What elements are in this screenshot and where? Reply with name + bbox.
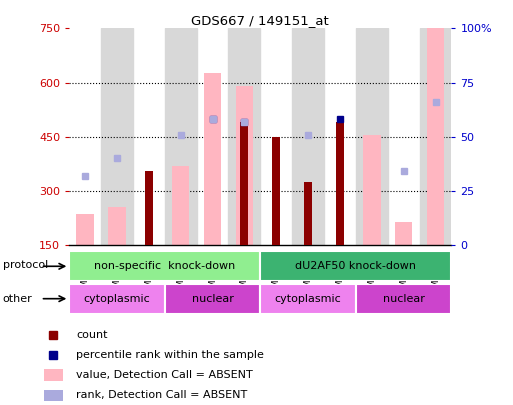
Bar (261, 251, 451, 281)
Text: rank, Detection Call = ABSENT: rank, Detection Call = ABSENT (76, 390, 248, 400)
Bar (69, 251, 261, 281)
Bar (235, 86, 253, 245)
Bar (261, 284, 356, 314)
Bar (395, 222, 412, 245)
Bar (204, 73, 221, 245)
Bar (272, 136, 280, 245)
Title: GDS667 / 149151_at: GDS667 / 149151_at (191, 14, 329, 27)
Bar (76, 214, 94, 245)
Bar (420, 28, 451, 245)
Text: cytoplasmic: cytoplasmic (84, 294, 150, 304)
Text: cytoplasmic: cytoplasmic (275, 294, 342, 304)
Text: other: other (3, 294, 32, 304)
Text: dU2AF50 knock-down: dU2AF50 knock-down (295, 261, 417, 271)
Text: value, Detection Call = ABSENT: value, Detection Call = ABSENT (76, 370, 253, 380)
Text: protocol: protocol (3, 260, 48, 270)
Bar (145, 171, 153, 245)
Bar (165, 28, 196, 245)
Bar (101, 28, 133, 245)
Bar (292, 28, 324, 245)
Bar (336, 122, 344, 245)
Bar (108, 207, 126, 245)
Bar (44, 369, 63, 381)
Text: nuclear: nuclear (383, 294, 425, 304)
Text: count: count (76, 330, 108, 339)
Bar (69, 284, 165, 314)
Bar (427, 28, 444, 245)
Text: percentile rank within the sample: percentile rank within the sample (76, 350, 264, 360)
Bar (304, 182, 312, 245)
Bar (363, 135, 381, 245)
Bar (241, 122, 248, 245)
Bar (44, 390, 63, 401)
Bar (172, 166, 189, 245)
Text: nuclear: nuclear (192, 294, 233, 304)
Bar (356, 284, 451, 314)
Text: non-specific  knock-down: non-specific knock-down (94, 261, 235, 271)
Bar (228, 28, 261, 245)
Bar (165, 284, 261, 314)
Bar (356, 28, 388, 245)
